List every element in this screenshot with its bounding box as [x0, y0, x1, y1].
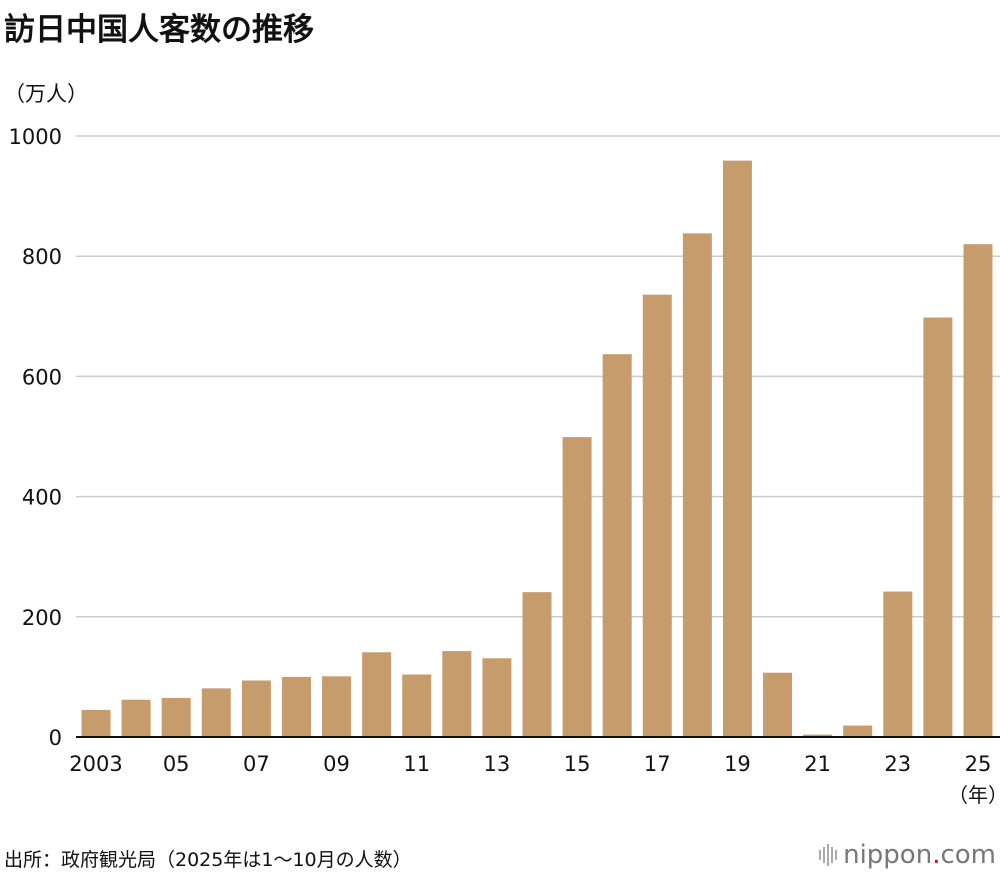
y-tick-label: 800	[22, 245, 62, 269]
bar-2011	[402, 674, 432, 737]
y-tick-label: 200	[22, 606, 62, 630]
logo-bars-icon	[819, 844, 838, 866]
x-tick-label: 17	[644, 752, 671, 776]
bar-2007	[241, 680, 271, 737]
x-tick-label: 05	[163, 752, 190, 776]
bar-2012	[442, 651, 472, 737]
bar-2010	[362, 652, 392, 737]
bar-2005	[161, 697, 191, 737]
bar-2014	[522, 592, 552, 737]
y-tick-label: 1000	[9, 125, 62, 149]
x-tick-label: 19	[724, 752, 751, 776]
bar-2009	[322, 676, 352, 737]
x-tick-label: 21	[804, 752, 831, 776]
y-tick-label: 0	[49, 726, 62, 750]
bar-2003	[81, 709, 111, 737]
bar-2021	[803, 734, 833, 737]
bar-2006	[201, 688, 231, 737]
bar-2008	[281, 676, 311, 737]
x-tick-label: 15	[564, 752, 591, 776]
source-note: 出所：政府観光局（2025年は1～10月の人数）	[4, 849, 412, 871]
bar-2022	[843, 725, 873, 737]
nippon-logo: nippon.com	[819, 840, 996, 870]
bar-2023	[883, 591, 913, 737]
x-tick-label: 13	[484, 752, 511, 776]
bar-2019	[722, 160, 752, 738]
x-tick-label: 07	[243, 752, 270, 776]
bar-2017	[642, 294, 672, 737]
bar-2025	[963, 244, 993, 737]
x-tick-label: 2003	[69, 752, 122, 776]
bar-2013	[482, 658, 512, 737]
bar-2004	[121, 699, 151, 737]
x-tick-label: 23	[884, 752, 911, 776]
x-axis-unit-label: （年）	[948, 783, 1000, 807]
x-tick-label: 25	[965, 752, 992, 776]
bar-2015	[562, 437, 592, 737]
bar-2018	[682, 233, 712, 737]
logo-text: nippon	[843, 840, 933, 870]
chart-title: 訪日中国人客数の推移	[4, 12, 314, 48]
x-tick-label: 09	[323, 752, 350, 776]
logo-dot: .	[932, 840, 941, 870]
bar-2020	[763, 672, 793, 737]
x-tick-label: 11	[403, 752, 430, 776]
logo-suffix: com	[940, 840, 996, 870]
bar-2024	[923, 317, 953, 737]
y-tick-label: 400	[22, 486, 62, 510]
y-axis-unit-label: （万人）	[4, 82, 88, 106]
bar-chart: 0 200 400 600 800 1000 2003 05 07 09 11 13 15 17 19 21 2…	[9, 125, 1000, 807]
y-tick-label: 600	[22, 365, 62, 389]
bar-2016	[602, 354, 632, 737]
